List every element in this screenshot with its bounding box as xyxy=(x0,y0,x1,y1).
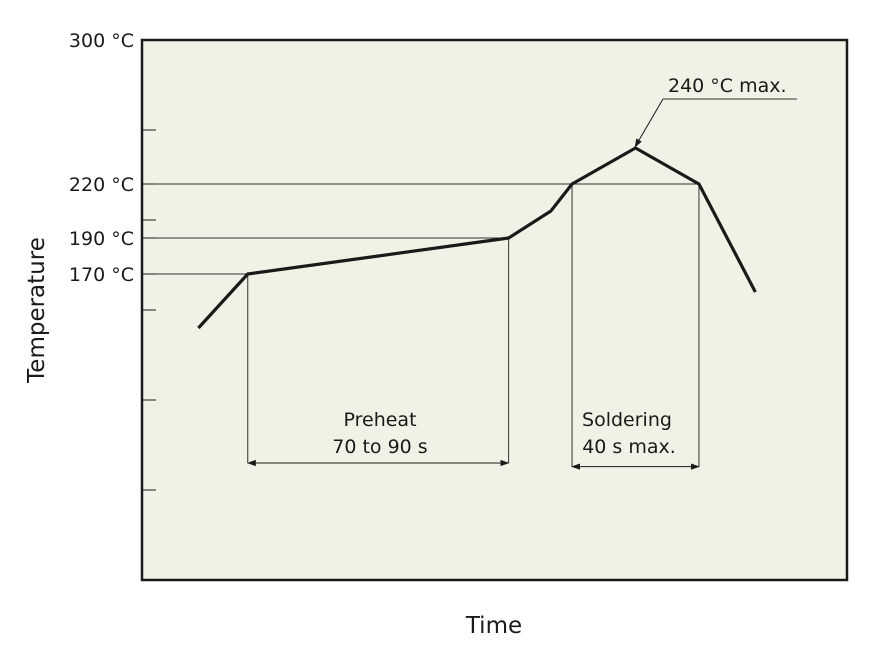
x-axis-label: Time xyxy=(465,613,522,639)
y-tick-label-300: 300 °C xyxy=(69,30,134,52)
temperature-profile-line xyxy=(197,146,757,330)
duration-brackets xyxy=(246,459,700,470)
y-tick-label-190: 190 °C xyxy=(69,228,134,250)
preheat-time: 70 to 90 s xyxy=(332,436,427,458)
soldering-title: Soldering xyxy=(582,409,672,431)
preheat-title: Preheat xyxy=(343,409,416,431)
y-tick-labels: 300 °C 220 °C 190 °C 170 °C xyxy=(69,30,156,286)
guide-lines xyxy=(142,183,700,467)
plot-frame xyxy=(140,38,849,582)
soldering-time: 40 s max. xyxy=(582,436,676,458)
y-tick-label-170: 170 °C xyxy=(69,264,134,286)
peak-pointer-arrow xyxy=(634,98,664,148)
peak-annotation: 240 °C max. xyxy=(634,75,797,148)
y-tick-label-220: 220 °C xyxy=(69,174,134,196)
y-axis-label: Temperature xyxy=(24,237,50,384)
y-minor-ticks xyxy=(142,129,156,491)
plot-area xyxy=(142,40,847,580)
peak-label: 240 °C max. xyxy=(668,75,787,97)
